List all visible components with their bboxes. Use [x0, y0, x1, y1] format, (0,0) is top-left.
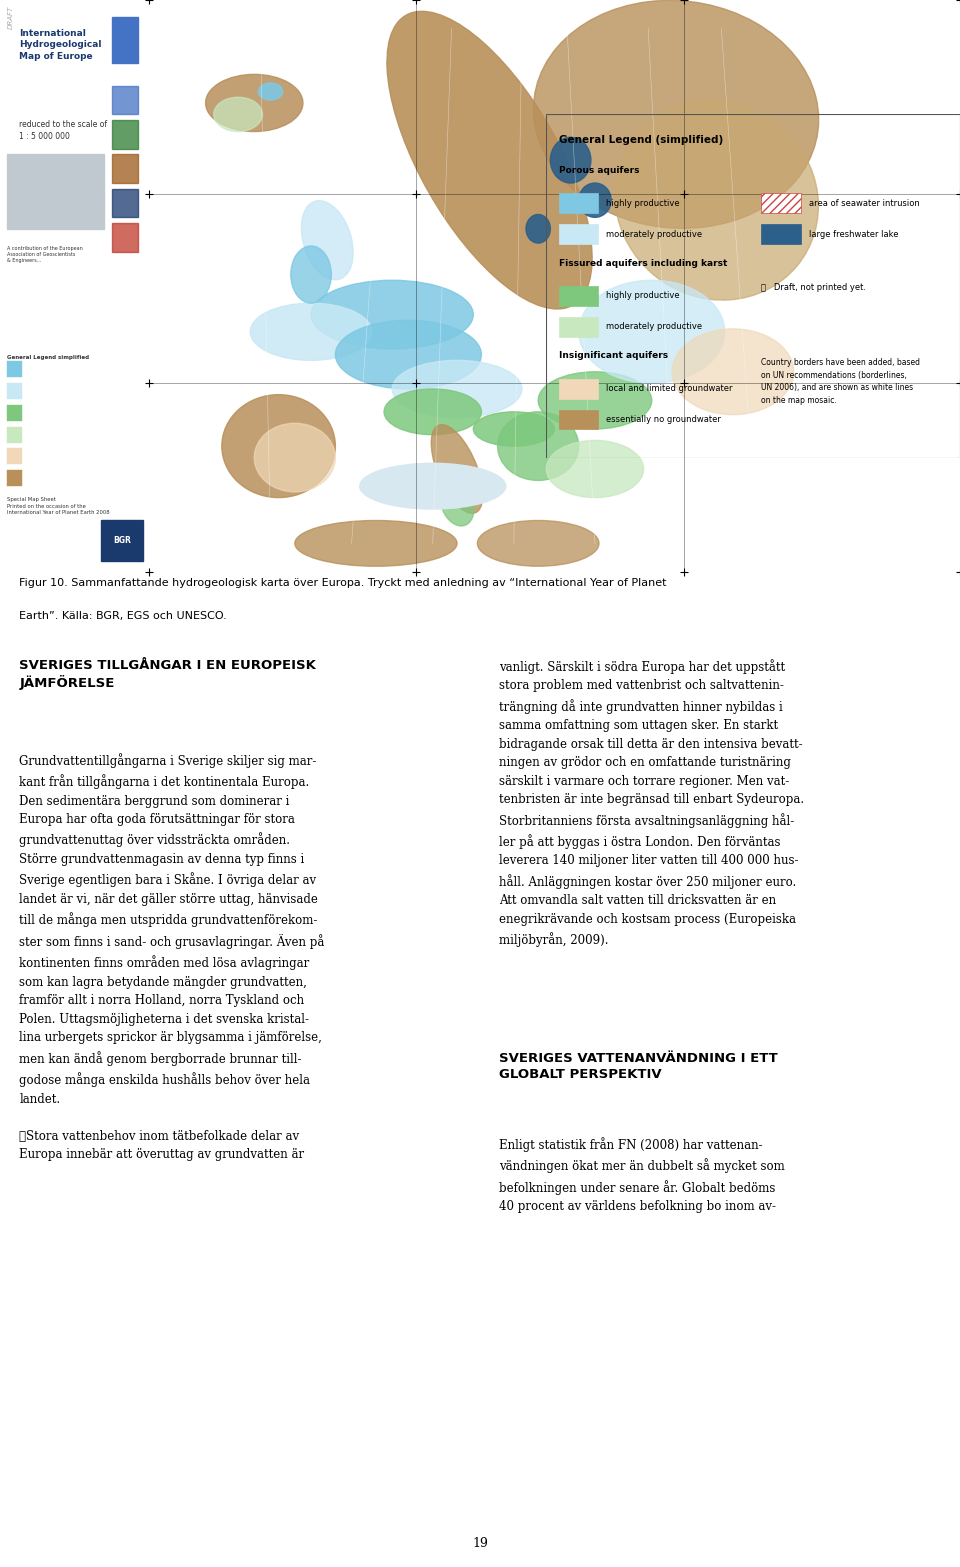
Ellipse shape	[534, 0, 819, 229]
Bar	[101, 520, 143, 561]
Ellipse shape	[384, 389, 481, 434]
Ellipse shape	[251, 302, 372, 360]
Ellipse shape	[546, 440, 643, 498]
Ellipse shape	[431, 425, 483, 514]
Bar	[8, 426, 22, 443]
Ellipse shape	[291, 246, 331, 302]
Ellipse shape	[473, 412, 555, 447]
Ellipse shape	[301, 201, 353, 280]
Text: area of seawater intrusion: area of seawater intrusion	[809, 199, 920, 208]
Ellipse shape	[205, 74, 303, 132]
Bar	[559, 409, 598, 429]
Ellipse shape	[477, 520, 599, 566]
Bar	[559, 317, 598, 337]
Bar	[559, 379, 598, 398]
Bar	[111, 188, 138, 218]
Text: Enligt statistik från FN (2008) har vattenan-
vändningen ökat mer än dubbelt så : Enligt statistik från FN (2008) har vatt…	[499, 1138, 785, 1213]
Ellipse shape	[539, 371, 652, 429]
Text: Country borders have been added, based
on UN recommendations (borderlines,
UN 20: Country borders have been added, based o…	[761, 357, 921, 404]
Bar	[8, 155, 105, 229]
Text: SVERIGES VATTENANVÄNDNING I ETT
GLOBALT PERSPEKTIV: SVERIGES VATTENANVÄNDNING I ETT GLOBALT …	[499, 1051, 778, 1081]
Text: Figur 10. Sammanfattande hydrogeologisk karta över Europa. Tryckt med anledning : Figur 10. Sammanfattande hydrogeologisk …	[19, 578, 666, 588]
Bar	[111, 155, 138, 183]
Text: local and limited groundwater: local and limited groundwater	[607, 384, 732, 393]
Ellipse shape	[672, 329, 794, 415]
Text: Grundvattentillgångarna i Sverige skiljer sig mar-
kant från tillgångarna i det : Grundvattentillgångarna i Sverige skilje…	[19, 752, 324, 1161]
Ellipse shape	[335, 320, 481, 389]
Text: International
Hydrogeological
Map of Europe: International Hydrogeological Map of Eur…	[19, 28, 102, 61]
Ellipse shape	[311, 280, 473, 349]
Bar	[559, 193, 598, 213]
Text: Special Map Sheet
Printed on the occasion of the
International Year of Planet Ea: Special Map Sheet Printed on the occasio…	[8, 497, 110, 514]
Text: Insignificant aquifers: Insignificant aquifers	[559, 351, 668, 360]
Ellipse shape	[393, 360, 522, 417]
Ellipse shape	[550, 138, 591, 183]
Text: General Legend (simplified): General Legend (simplified)	[559, 135, 723, 146]
Text: Porous aquifers: Porous aquifers	[559, 166, 639, 176]
Ellipse shape	[295, 520, 457, 566]
Text: BGR: BGR	[113, 536, 131, 545]
Bar	[559, 287, 598, 306]
Bar	[8, 470, 22, 486]
Text: moderately productive: moderately productive	[607, 323, 703, 331]
Text: moderately productive: moderately productive	[607, 230, 703, 238]
Text: General Legend simplified: General Legend simplified	[8, 354, 89, 359]
Text: 19: 19	[472, 1537, 488, 1550]
Text: DRAFT: DRAFT	[8, 6, 13, 28]
Ellipse shape	[497, 412, 579, 481]
Text: highly productive: highly productive	[607, 199, 680, 208]
Bar	[8, 404, 22, 422]
Text: vanligt. Särskilt i södra Europa har det uppstått
stora problem med vattenbrist : vanligt. Särskilt i södra Europa har det…	[499, 658, 804, 946]
Text: large freshwater lake: large freshwater lake	[809, 230, 899, 238]
Ellipse shape	[440, 481, 474, 527]
Ellipse shape	[360, 464, 506, 509]
Bar	[761, 224, 801, 244]
Text: SVERIGES TILLGÅNGAR I EN EUROPEISK
JÄMFÖRELSE: SVERIGES TILLGÅNGAR I EN EUROPEISK JÄMFÖ…	[19, 658, 316, 691]
Text: essentially no groundwater: essentially no groundwater	[607, 415, 721, 425]
Ellipse shape	[222, 395, 335, 498]
Ellipse shape	[579, 183, 612, 218]
Ellipse shape	[258, 83, 282, 100]
Text: reduced to the scale of
1 : 5 000 000: reduced to the scale of 1 : 5 000 000	[19, 121, 108, 141]
Bar	[111, 86, 138, 114]
Ellipse shape	[579, 280, 725, 384]
Text: Fissured aquifers including karst: Fissured aquifers including karst	[559, 259, 727, 268]
Bar	[8, 384, 22, 400]
Ellipse shape	[526, 215, 550, 243]
Ellipse shape	[254, 423, 335, 492]
Bar	[111, 121, 138, 149]
Text: Earth”. Källa: BGR, EGS och UNESCO.: Earth”. Källa: BGR, EGS och UNESCO.	[19, 611, 227, 621]
Ellipse shape	[614, 100, 819, 301]
Bar	[761, 193, 801, 213]
Ellipse shape	[214, 97, 262, 132]
Text: highly productive: highly productive	[607, 291, 680, 301]
Text: A contribution of the European
Association of Geoscientists
& Engineers...: A contribution of the European Associati…	[8, 246, 84, 263]
Bar	[111, 223, 138, 252]
Bar	[559, 224, 598, 244]
Text: ⓘ   Draft, not printed yet.: ⓘ Draft, not printed yet.	[761, 282, 867, 291]
Bar	[8, 448, 22, 464]
Bar	[8, 362, 22, 378]
Ellipse shape	[387, 11, 592, 309]
Bar	[111, 17, 138, 63]
